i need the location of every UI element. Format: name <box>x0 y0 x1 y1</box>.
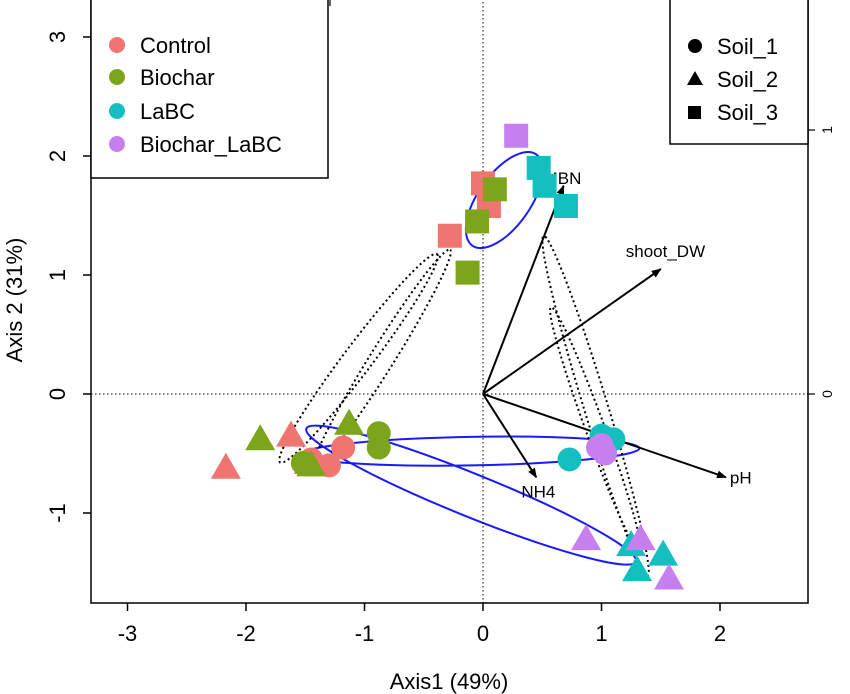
legend-triangle-icon <box>687 71 703 85</box>
y-tick-label: 2 <box>45 150 70 162</box>
point-labc-circle-2 <box>557 447 582 472</box>
right-tick-label: 1 <box>819 126 835 134</box>
plot-frame <box>90 0 809 604</box>
point-biochar-square-6 <box>482 177 507 202</box>
vector-arrow-shoot_dw <box>482 268 662 395</box>
vector-label-nh4: NH4 <box>521 482 555 501</box>
x-tick-label: 2 <box>714 621 726 646</box>
point-biochar-square-7 <box>465 209 490 234</box>
x-tick-label: -2 <box>236 621 256 646</box>
confidence-ellipses <box>278 150 650 577</box>
point-control-square-8 <box>437 223 462 248</box>
y-tick-label: 1 <box>45 269 70 281</box>
legend-label-biochar-labc: Biochar_LaBC <box>140 132 282 157</box>
legend-label-soil-1: Soil_1 <box>717 34 778 59</box>
point-biochar-circle-1 <box>366 435 391 460</box>
x-tick-label: 0 <box>477 621 489 646</box>
x-tick-label: -3 <box>118 621 138 646</box>
point-biochar-triangle-5 <box>296 450 327 477</box>
legend-label-soil-2: Soil_2 <box>717 67 778 92</box>
point-biochar-labc-circle-2 <box>589 433 614 458</box>
legend-label-control: Control <box>140 33 211 58</box>
soil-legend-box <box>669 0 809 145</box>
point-biochar-labc-square-6 <box>504 123 529 148</box>
data-points <box>210 123 685 590</box>
legend-swatch-control <box>109 37 125 53</box>
point-biochar-triangle-4 <box>334 408 365 435</box>
legend-swatch-labc <box>109 103 125 119</box>
soil-legend: Soil_1 Soil_2 Soil_3 <box>669 0 809 145</box>
vector-arrow-nh4 <box>482 393 538 479</box>
point-biochar-labc-triangle-4 <box>625 524 656 551</box>
legend-label-biochar: Biochar <box>140 65 215 90</box>
legend-swatch-biochar <box>109 69 125 85</box>
y-tick-label: 0 <box>45 388 70 400</box>
vector-arrow-mbn <box>482 184 565 395</box>
treatment-legend-box <box>90 0 329 179</box>
treatment-legend: Control Biochar LaBC Biochar_LaBC <box>90 0 329 179</box>
legend-square-icon <box>688 106 701 119</box>
point-labc-square-7 <box>532 173 557 198</box>
legend-label-labc: LaBC <box>140 99 195 124</box>
vector-label-shoot_dw: shoot_DW <box>626 242 705 261</box>
legend-label-soil-3: Soil_3 <box>717 100 778 125</box>
x-tick-label: -1 <box>355 621 375 646</box>
point-biochar-labc-triangle-3 <box>571 524 602 551</box>
x-axis-label: Axis1 (49%) <box>390 669 509 694</box>
ellipse-dotted-3 <box>278 252 439 464</box>
point-control-triangle-4 <box>276 420 307 447</box>
legend-circle-icon <box>688 39 702 53</box>
point-labc-square-8 <box>553 193 578 218</box>
y-tick-label: -1 <box>45 503 70 523</box>
x-tick-label: 1 <box>595 621 607 646</box>
y-axis-label: Axis 2 (31%) <box>2 238 27 363</box>
vector-label-ph: pH <box>730 468 752 487</box>
point-labc-triangle-5 <box>622 555 653 582</box>
point-biochar-triangle-3 <box>245 424 276 451</box>
y-tick-label: 3 <box>45 31 70 43</box>
legend-swatch-biochar-labc <box>109 136 125 152</box>
axis-ticks: -3 -2 -1 0 1 2 -1 0 1 2 3 0 1 <box>45 0 835 646</box>
point-control-triangle-3 <box>210 452 241 479</box>
point-biochar-square-8 <box>455 260 480 285</box>
point-control-circle-2 <box>331 435 356 460</box>
right-tick-label: 0 <box>819 390 835 398</box>
point-labc-triangle-3 <box>648 539 679 566</box>
reference-lines <box>91 0 808 603</box>
point-biochar-labc-triangle-5 <box>654 563 685 590</box>
